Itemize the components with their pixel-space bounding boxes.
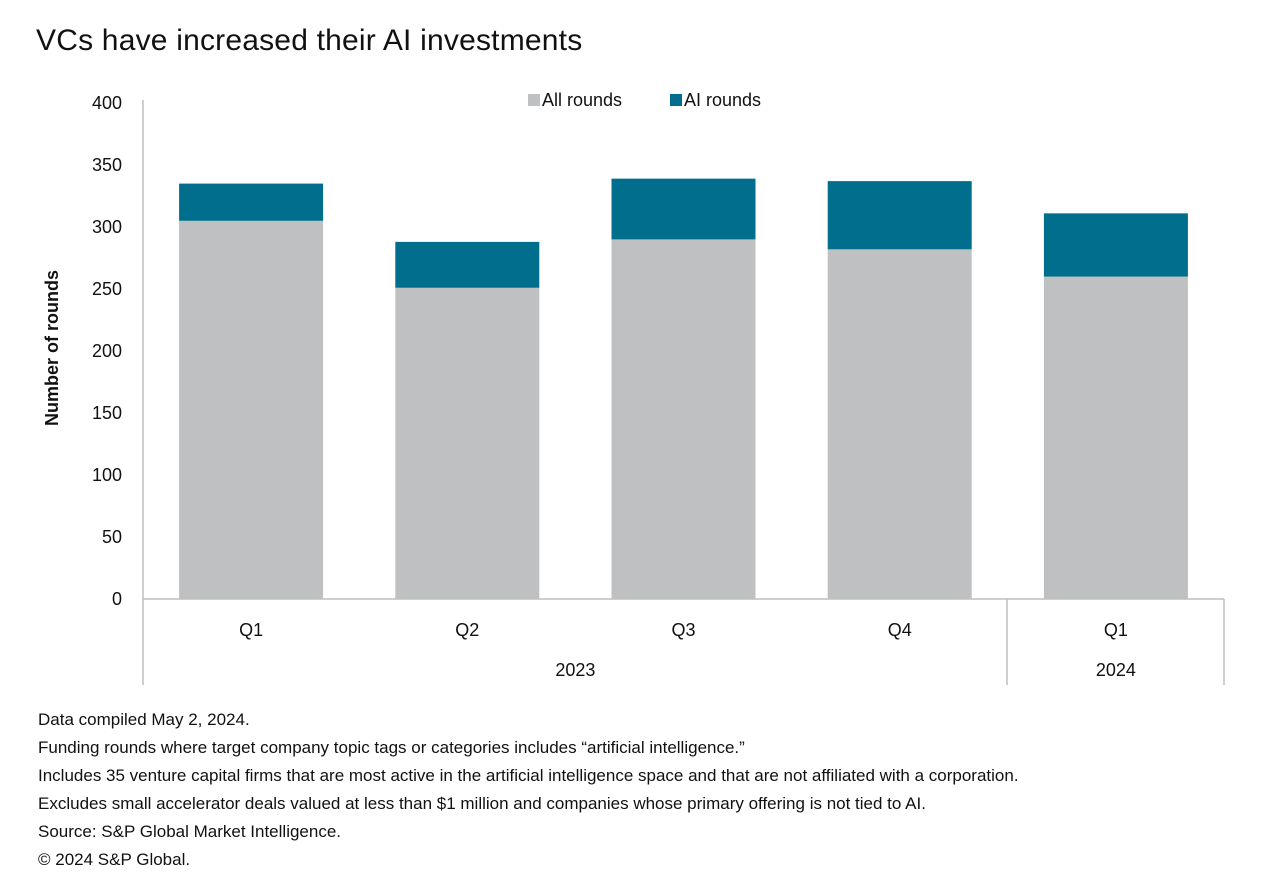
bar-ai-rounds-1 xyxy=(179,183,324,221)
bars-group xyxy=(179,178,1188,600)
bar-all-rounds-3 xyxy=(611,239,756,599)
legend-label-ai-rounds: AI rounds xyxy=(684,90,761,110)
year-group-label: 2023 xyxy=(555,660,595,680)
bar-all-rounds-1 xyxy=(179,220,324,600)
x-tick-label: Q3 xyxy=(671,620,695,640)
footnotes: Data compiled May 2, 2024. Funding round… xyxy=(38,706,1019,874)
y-tick-label: 150 xyxy=(92,403,122,423)
y-tick-label: 250 xyxy=(92,279,122,299)
chart-title: VCs have increased their AI investments xyxy=(36,24,583,57)
y-axis-ticks: 0 50 100 150 200 250 300 350 400 xyxy=(92,93,122,609)
legend-label-all-rounds: All rounds xyxy=(542,90,622,110)
stacked-bar-chart: 0 50 100 150 200 250 300 350 400 Q1 Q2 Q3 Q4 Q1 2023… xyxy=(42,90,1225,685)
bar-ai-rounds-4 xyxy=(827,181,972,250)
y-tick-label: 200 xyxy=(92,341,122,361)
footnote-includes: Includes 35 venture capital firms that a… xyxy=(38,766,1019,785)
x-tick-label: Q4 xyxy=(888,620,912,640)
bar-ai-rounds-2 xyxy=(395,241,540,288)
legend: All rounds AI rounds xyxy=(528,90,761,110)
bar-ai-rounds-5 xyxy=(1043,213,1188,277)
axes-group xyxy=(142,100,1225,685)
footnote-copyright: © 2024 S&P Global. xyxy=(38,850,191,869)
x-tick-label: Q1 xyxy=(1104,620,1128,640)
x-tick-label: Q1 xyxy=(239,620,263,640)
footnote-funding-rounds: Funding rounds where target company topi… xyxy=(38,738,745,757)
x-axis-labels: Q1 Q2 Q3 Q4 Q1 xyxy=(239,620,1128,640)
year-group-labels: 2023 2024 xyxy=(555,660,1136,680)
footnote-data-compiled: Data compiled May 2, 2024. xyxy=(38,710,250,729)
legend-swatch-all-rounds xyxy=(528,94,540,106)
bar-all-rounds-5 xyxy=(1043,276,1188,599)
bar-ai-rounds-3 xyxy=(611,178,756,240)
y-tick-label: 300 xyxy=(92,217,122,237)
bar-all-rounds-2 xyxy=(395,287,540,599)
y-tick-label: 400 xyxy=(92,93,122,113)
footnote-excludes: Excludes small accelerator deals valued … xyxy=(38,794,926,813)
footnote-source: Source: S&P Global Market Intelligence. xyxy=(38,822,342,841)
y-tick-label: 350 xyxy=(92,155,122,175)
y-tick-label: 50 xyxy=(102,527,122,547)
legend-swatch-ai-rounds xyxy=(670,94,682,106)
bar-all-rounds-4 xyxy=(827,249,972,599)
x-tick-label: Q2 xyxy=(455,620,479,640)
y-tick-label: 0 xyxy=(112,589,122,609)
y-axis-label: Number of rounds xyxy=(42,270,62,426)
y-tick-label: 100 xyxy=(92,465,122,485)
year-group-label: 2024 xyxy=(1096,660,1136,680)
